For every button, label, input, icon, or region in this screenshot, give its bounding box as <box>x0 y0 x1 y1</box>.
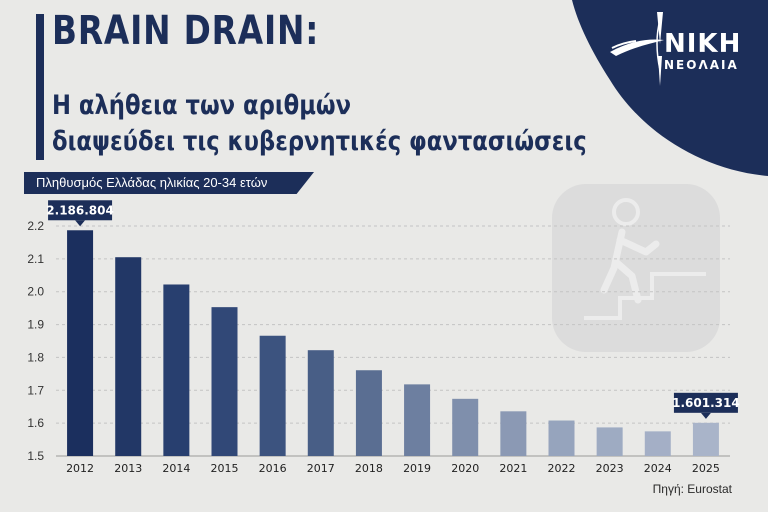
logo-name: ΝΙΚΗ <box>664 29 742 59</box>
x-tick-label: 2021 <box>499 462 527 475</box>
x-tick-label: 2023 <box>596 462 624 475</box>
bar-2021 <box>500 411 527 456</box>
callout-box <box>48 200 113 221</box>
chart-ribbon: Πληθυσμός Ελλάδας ηλικίας 20-34 ετών <box>24 172 314 194</box>
x-tick-label: 2014 <box>162 462 190 475</box>
logo: ΝΙΚΗ ΝΕΟΛΑΙΑ <box>664 30 741 72</box>
bar-2015 <box>211 307 238 456</box>
bar-2012 <box>67 230 94 456</box>
y-tick-label: 1.7 <box>27 383 44 397</box>
y-tick-label: 1.8 <box>27 350 44 364</box>
x-tick-label: 2019 <box>403 462 431 475</box>
x-tick-label: 2017 <box>307 462 335 475</box>
bar-2019 <box>404 384 431 456</box>
bar-2017 <box>307 350 334 456</box>
subtitle-line-1: Η αλήθεια των αριθμών <box>52 90 352 121</box>
x-tick-label: 2018 <box>355 462 383 475</box>
bar-2022 <box>548 420 575 456</box>
callout-box <box>673 392 738 413</box>
callout-2025: 1.601.314 <box>672 392 740 419</box>
bar-2020 <box>452 398 479 456</box>
bar-2023 <box>596 427 623 456</box>
x-tick-label: 2020 <box>451 462 479 475</box>
bar-2018 <box>355 370 382 456</box>
x-tick-label: 2022 <box>548 462 576 475</box>
callout-label: 1.601.314 <box>672 396 740 410</box>
y-tick-label: 1.6 <box>27 416 44 430</box>
y-tick-label: 2.2 <box>27 219 44 233</box>
x-tick-label: 2012 <box>66 462 94 475</box>
source-note: Πηγή: Eurostat <box>652 482 732 496</box>
bar-2014 <box>163 284 190 456</box>
x-axis: 2012 2013 2014 2015 2016 2017 2018 2019 2020 2021… <box>66 462 720 475</box>
y-tick-label: 2.1 <box>27 252 44 266</box>
callout-2012: 2.186.804 <box>46 200 114 227</box>
callout-label: 2.186.804 <box>46 203 114 217</box>
x-tick-label: 2016 <box>259 462 287 475</box>
y-tick-label: 1.5 <box>27 449 44 463</box>
y-tick-label: 1.9 <box>27 318 44 332</box>
bar-2024 <box>644 431 671 456</box>
y-axis: 1.5 1.6 1.7 1.8 1.9 2.0 2.1 2.2 <box>27 219 44 463</box>
subtitle-line-2: διαψεύδει τις κυβερνητικές φαντασιώσεις <box>52 126 587 157</box>
bar-2025 <box>692 422 719 456</box>
page-title: BRAIN DRAIN: <box>52 8 320 54</box>
callout-pointer <box>700 412 711 419</box>
x-tick-label: 2013 <box>114 462 142 475</box>
x-tick-label: 2024 <box>644 462 672 475</box>
bar-2013 <box>115 257 142 456</box>
bar-2016 <box>259 335 286 456</box>
title-accent-bar <box>36 14 44 160</box>
callout-pointer <box>75 220 86 227</box>
x-tick-label: 2025 <box>692 462 720 475</box>
flame-logo-icon <box>610 12 664 86</box>
person-climbing-stairs-icon <box>552 184 720 352</box>
y-tick-label: 2.0 <box>27 285 44 299</box>
logo-subtitle: ΝΕΟΛΑΙΑ <box>664 58 739 72</box>
bars <box>67 230 719 456</box>
ribbon-label: Πληθυσμός Ελλάδας ηλικίας 20-34 ετών <box>36 175 268 190</box>
callouts: 2.186.804 1.601.314 <box>46 200 740 419</box>
x-tick-label: 2015 <box>211 462 239 475</box>
